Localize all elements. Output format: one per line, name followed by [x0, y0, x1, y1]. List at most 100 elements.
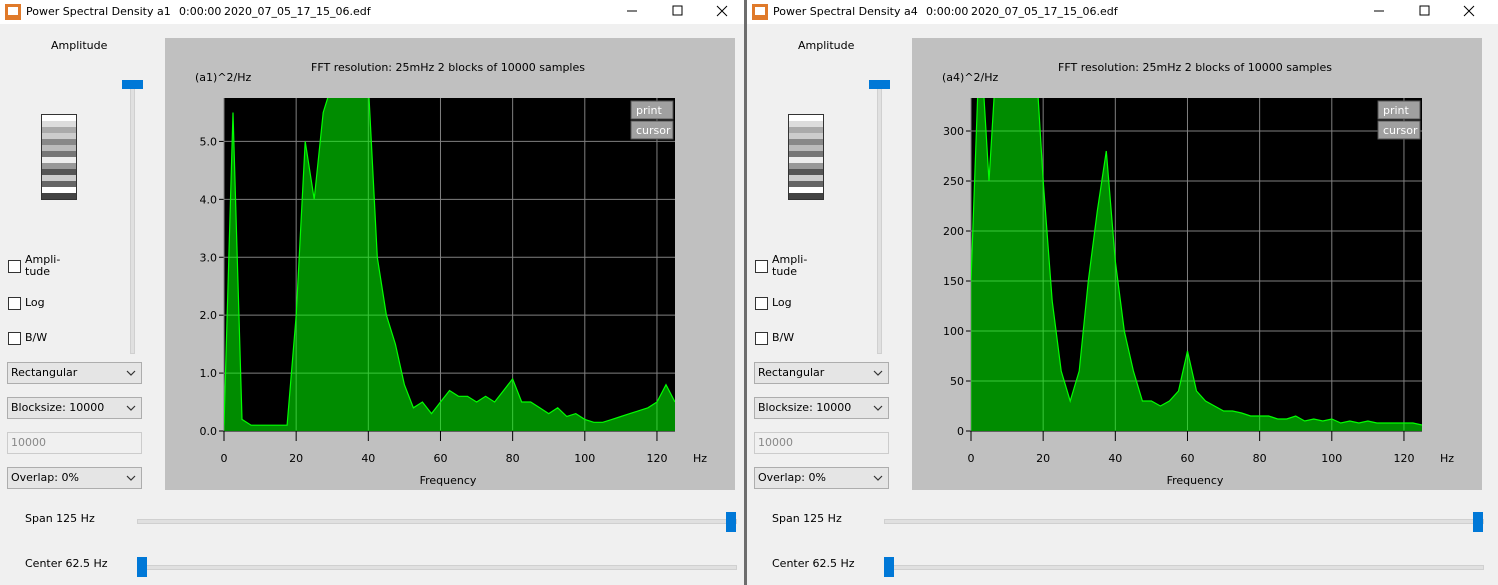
window: Power Spectral Density a4 0:00:00 2020_07_0…	[747, 0, 1498, 585]
scale-stripe	[42, 169, 76, 175]
x-tick-label: 60	[1180, 452, 1194, 465]
file-label: 2020_07_05_17_15_06.edf	[224, 5, 371, 18]
y-tick-label: 0.0	[200, 425, 218, 438]
y-tick-label: 4.0	[200, 193, 218, 206]
scale-stripe	[42, 157, 76, 163]
scale-stripe	[42, 133, 76, 139]
checkbox[interactable]	[755, 297, 768, 310]
blocksize-text: Blocksize: 10000	[11, 401, 105, 414]
checkbox[interactable]	[8, 260, 21, 273]
window-title: Power Spectral Density	[773, 5, 901, 18]
chart-button[interactable]: cursor	[1377, 120, 1421, 140]
scale-stripe	[42, 145, 76, 151]
close	[1463, 5, 1475, 17]
scale-stripe	[789, 163, 823, 169]
scale-stripe	[42, 193, 76, 199]
scale-stripe	[42, 115, 76, 121]
chart-button[interactable]: print	[630, 100, 674, 120]
center-slider[interactable]	[884, 557, 894, 577]
chart-button[interactable]: cursor	[630, 120, 674, 140]
maximize	[1419, 5, 1430, 16]
blocksize-dropdown[interactable]: Blocksize: 10000	[754, 397, 889, 419]
overlap-text: Overlap: 0%	[11, 471, 79, 484]
dropdown-arrow	[126, 370, 136, 376]
center-slider[interactable]	[137, 557, 147, 577]
scale-stripe	[789, 181, 823, 187]
icon-inner	[8, 7, 18, 15]
checkbox[interactable]	[8, 332, 21, 345]
checkbox-label: B/W	[25, 331, 48, 344]
chart-title: FFT resolution: 25mHz 2 blocks of 10000 …	[1058, 61, 1332, 74]
y-tick-label: 200	[943, 225, 964, 238]
blocksize-text: Blocksize: 10000	[758, 401, 852, 414]
x-tick-label: 20	[1036, 452, 1050, 465]
y-axis-label: (a4)^2/Hz	[942, 71, 999, 84]
amplitude-label: Amplitude	[51, 39, 108, 52]
amplitude-slider[interactable]	[122, 80, 143, 89]
chevron	[126, 405, 136, 411]
x-tick-label: 0	[968, 452, 975, 465]
app-icon	[752, 4, 768, 20]
chart-button[interactable]: print	[1377, 100, 1421, 120]
dropdown-arrow	[126, 405, 136, 411]
x-tick-label: 120	[646, 452, 667, 465]
window-function-dropdown[interactable]: Rectangular	[7, 362, 142, 384]
x-tick-label: 0	[221, 452, 228, 465]
checkbox-label: Log	[25, 296, 45, 309]
center-track	[884, 565, 1484, 570]
amplitude-track	[130, 80, 135, 354]
x-axis-label: Frequency	[1167, 474, 1224, 487]
amplitude-label: Amplitude	[798, 39, 855, 52]
span-label: Span 125 Hz	[772, 512, 842, 525]
overlap-dropdown[interactable]: Overlap: 0%	[7, 467, 142, 489]
button-label: cursor	[1383, 124, 1418, 137]
scale-border	[788, 114, 824, 200]
button-face	[630, 120, 674, 140]
window-function-dropdown[interactable]: Rectangular	[754, 362, 889, 384]
checkbox[interactable]	[8, 297, 21, 310]
color-scale	[788, 114, 824, 200]
checkbox[interactable]	[755, 260, 768, 273]
x-tick-label: 80	[506, 452, 520, 465]
y-tick-label: 0	[957, 425, 964, 438]
chevron	[873, 475, 883, 481]
checkbox-label: Ampli-tude	[772, 253, 808, 278]
time-label: 0:00:00	[179, 5, 222, 18]
chevron	[873, 405, 883, 411]
scale-stripe	[789, 145, 823, 151]
scale-stripe	[42, 127, 76, 133]
span-slider[interactable]	[1473, 512, 1483, 532]
span-slider[interactable]	[726, 512, 736, 532]
chart: FFT resolution: 25mHz 2 blocks of 10000 …	[912, 38, 1482, 490]
span-label: Span 125 Hz	[25, 512, 95, 525]
amplitude-slider[interactable]	[869, 80, 890, 89]
span-track	[884, 519, 1484, 524]
y-tick-label: 2.0	[200, 309, 218, 322]
overlap-dropdown[interactable]: Overlap: 0%	[754, 467, 889, 489]
scale-stripe	[789, 127, 823, 133]
blocksize-spin[interactable]: 10000	[754, 432, 889, 454]
spin-text: 10000	[758, 436, 793, 449]
button-label: cursor	[636, 124, 671, 137]
close	[716, 5, 728, 17]
scale-stripe	[42, 121, 76, 127]
scale-stripe	[789, 115, 823, 121]
blocksize-dropdown[interactable]: Blocksize: 10000	[7, 397, 142, 419]
x-axis-label: Frequency	[420, 474, 477, 487]
x-tick-label: 40	[1108, 452, 1122, 465]
chevron	[126, 370, 136, 376]
scale-border	[41, 114, 77, 200]
center-label: Center 62.5 Hz	[772, 557, 855, 570]
button-label: print	[636, 104, 663, 117]
scale-stripe	[789, 157, 823, 163]
chart-title: FFT resolution: 25mHz 2 blocks of 10000 …	[311, 61, 585, 74]
button-face	[1377, 100, 1421, 120]
dropdown-arrow	[873, 405, 883, 411]
x-tick-label: 120	[1393, 452, 1414, 465]
spectrum-line	[224, 98, 675, 426]
blocksize-spin[interactable]: 10000	[7, 432, 142, 454]
checkbox[interactable]	[755, 332, 768, 345]
window-controls	[1374, 5, 1475, 17]
chevron	[126, 475, 136, 481]
title-bar: Power Spectral Density a1 0:00:00 2020_07_0…	[0, 0, 744, 24]
